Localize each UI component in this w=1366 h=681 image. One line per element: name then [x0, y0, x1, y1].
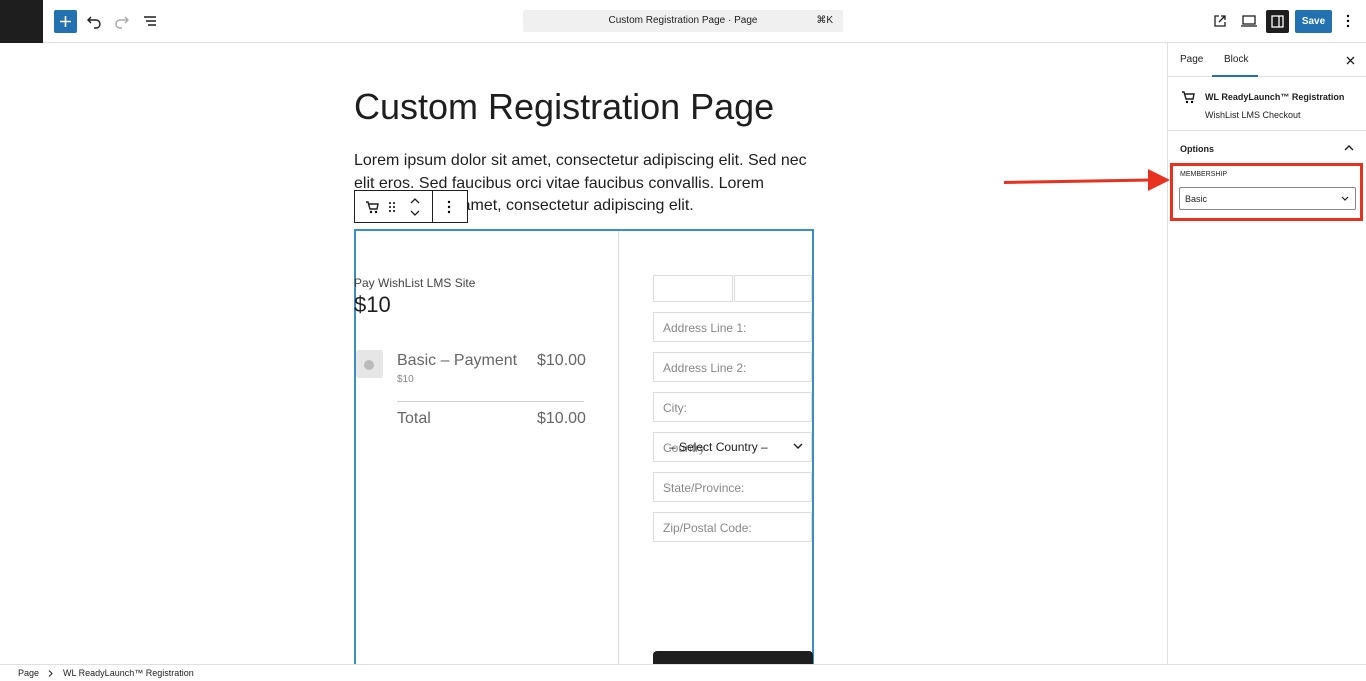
- options-menu[interactable]: [1344, 14, 1352, 30]
- document-title: Custom Registration Page · Page: [608, 15, 758, 26]
- tab[interactable]: Page: [1180, 54, 1204, 65]
- tab: Block: [1224, 54, 1249, 65]
- undo-button[interactable]: [86, 13, 102, 29]
- membership-select[interactable]: Basic: [1179, 187, 1356, 210]
- first-name-field[interactable]: [653, 275, 733, 302]
- country-select[interactable]: – Select Country –: [669, 440, 768, 454]
- shortcut: ⌘K: [816, 15, 833, 26]
- breadcrumb-item[interactable]: WL ReadyLaunch™ Registration: [63, 668, 194, 678]
- block-description: WishList LMS Checkout: [1205, 110, 1301, 120]
- preview-button[interactable]: [1241, 14, 1257, 28]
- paragraph[interactable]: Lorem ipsum dolor sit amet, consectetur …: [354, 152, 807, 214]
- item-name: Basic – Payment: [397, 352, 518, 369]
- block-card-icon: [1182, 91, 1195, 104]
- view-page-button[interactable]: [1213, 14, 1227, 28]
- command-center[interactable]: Custom Registration Page · Page ⌘K: [523, 10, 843, 32]
- breadcrumb-item[interactable]: Page: [18, 668, 40, 678]
- highlight-box: [1170, 163, 1363, 221]
- panel-toggle[interactable]: [1344, 144, 1354, 152]
- breadcrumb-separator: [48, 670, 53, 677]
- last-name-field[interactable]: [734, 275, 812, 302]
- price: $10: [354, 292, 391, 317]
- tab-active[interactable]: Block: [1212, 43, 1258, 77]
- block-title: WL ReadyLaunch™ Registration: [1205, 92, 1345, 102]
- select-chevron: [1341, 196, 1349, 201]
- save-button[interactable]: Save: [1295, 10, 1332, 33]
- submit-button[interactable]: [653, 651, 813, 664]
- top-bar: [0, 0, 1366, 43]
- form-field[interactable]: Address Line 2:: [653, 352, 812, 382]
- site-icon[interactable]: [0, 0, 43, 43]
- inserter-button[interactable]: [54, 10, 77, 33]
- select-value: Basic: [1185, 194, 1208, 204]
- move-buttons[interactable]: [408, 196, 422, 218]
- settings-toggle[interactable]: [1266, 10, 1289, 33]
- form-field[interactable]: State/Province:: [653, 472, 812, 502]
- block-options[interactable]: [446, 200, 452, 214]
- post-title[interactable]: Custom Registration Page: [354, 86, 775, 127]
- total-label: Total: [397, 410, 431, 427]
- item-sub: $10: [397, 374, 414, 385]
- form-field[interactable]: Zip/Postal Code:: [653, 512, 812, 542]
- form-field[interactable]: City:: [653, 392, 812, 422]
- block-toolbar: [354, 190, 468, 223]
- close-sidebar[interactable]: [1346, 56, 1355, 65]
- item-amount: $10.00: [537, 352, 586, 369]
- field-label: MEMBERSHIP: [1180, 171, 1228, 178]
- form-field[interactable]: Country: [653, 432, 812, 462]
- form-field[interactable]: Address Line 1:: [653, 312, 812, 342]
- panel-title[interactable]: Options: [1180, 144, 1214, 154]
- site-name: Pay WishList LMS Site: [354, 276, 476, 290]
- footer: Page WL ReadyLaunch™ Registration: [0, 664, 1366, 681]
- sidebar: Page Block WL ReadyLaunch™ Registration …: [1167, 43, 1366, 664]
- product-image: [356, 350, 383, 378]
- drag-handle[interactable]: [388, 201, 396, 213]
- block-icon[interactable]: [365, 200, 379, 214]
- select-chevron: [793, 443, 803, 449]
- redo-button[interactable]: [114, 13, 130, 29]
- total-amount: $10.00: [537, 410, 586, 427]
- list-view-button[interactable]: [142, 13, 158, 29]
- annotation-arrow: [1003, 169, 1170, 191]
